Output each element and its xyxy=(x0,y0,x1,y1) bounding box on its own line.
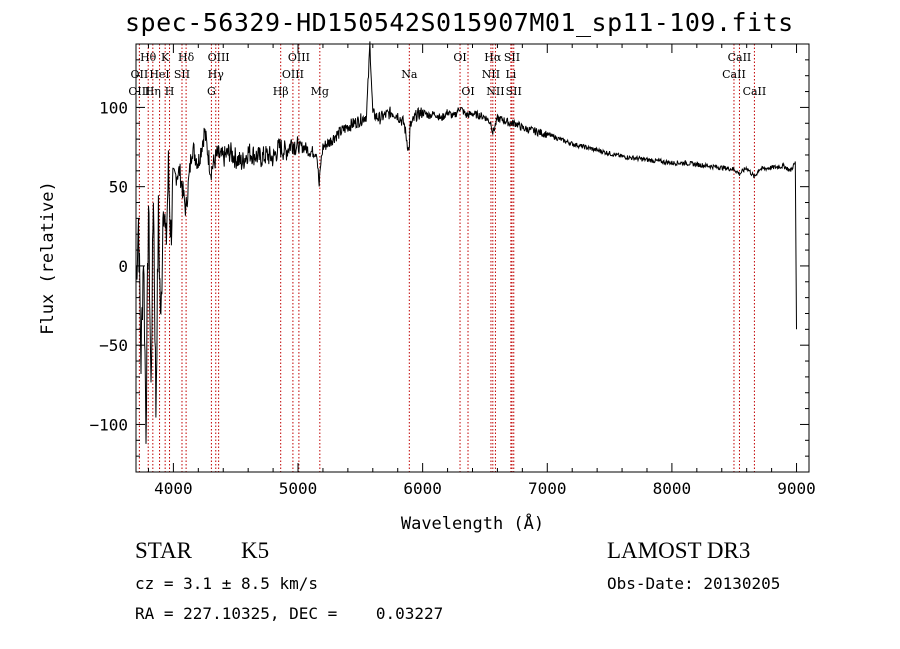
line-id-label: SII xyxy=(506,85,522,98)
line-id-label: OIII xyxy=(128,85,150,98)
line-id-label: CaII xyxy=(722,68,746,81)
line-id-label: Mg xyxy=(311,85,329,98)
spectrum-line xyxy=(135,41,797,444)
line-id-label: Hβ xyxy=(273,85,289,98)
y-tick-label: −100 xyxy=(89,415,128,434)
line-id-label: Na xyxy=(401,68,418,81)
line-id-label: OIII xyxy=(282,68,304,81)
x-axis-label: Wavelength (Å) xyxy=(401,512,544,534)
x-tick-label: 9000 xyxy=(777,479,816,498)
line-id-label: OI xyxy=(461,85,474,98)
x-tick-label: 6000 xyxy=(403,479,442,498)
line-id-label: Hδ xyxy=(178,51,195,64)
plot-frame xyxy=(135,43,810,473)
y-tick-label: 50 xyxy=(109,178,128,197)
line-id-label: SII xyxy=(504,51,520,64)
object-subclass: K5 xyxy=(241,538,270,563)
obs-date-label: Obs-Date: 20130205 xyxy=(607,574,781,593)
line-id-label: NII xyxy=(486,85,504,98)
object-class: STAR xyxy=(135,538,192,563)
line-id-label: OIII xyxy=(208,51,230,64)
line-id-label: OIII xyxy=(288,51,310,64)
line-id-label: Hη xyxy=(145,85,161,98)
line-id-label: NII xyxy=(482,68,500,81)
x-tick-label: 8000 xyxy=(653,479,692,498)
line-id-label: Hθ xyxy=(140,51,157,64)
line-id-label: G xyxy=(207,85,216,98)
radec-label: RA = 227.10325, DEC = 0.03227 xyxy=(135,604,444,623)
line-id-label: OII xyxy=(131,68,149,81)
x-tick-label: 7000 xyxy=(528,479,567,498)
line-id-label: CaII xyxy=(743,85,767,98)
survey-label: LAMOST DR3 xyxy=(607,538,751,563)
chart-title: spec-56329-HD150542S015907M01_sp11-109.f… xyxy=(125,8,794,37)
line-id-label: OI xyxy=(453,51,466,64)
y-tick-label: 0 xyxy=(118,257,128,276)
line-id-label: HeI xyxy=(149,68,169,81)
line-id-label: K xyxy=(161,51,170,64)
x-tick-label: 4000 xyxy=(154,479,193,498)
line-id-label: SII xyxy=(174,68,190,81)
line-id-label: Hα xyxy=(484,51,502,64)
x-tick-label: 5000 xyxy=(279,479,318,498)
line-id-label: H xyxy=(165,85,175,98)
redshift-label: cz = 3.1 ± 8.5 km/s xyxy=(135,574,319,593)
y-tick-label: −50 xyxy=(99,336,128,355)
line-id-label: Li xyxy=(505,68,516,81)
line-id-label: CaII xyxy=(728,51,752,64)
line-id-label: Hγ xyxy=(208,68,225,81)
y-tick-label: 100 xyxy=(99,98,128,117)
y-axis-label: Flux (relative) xyxy=(38,181,58,335)
